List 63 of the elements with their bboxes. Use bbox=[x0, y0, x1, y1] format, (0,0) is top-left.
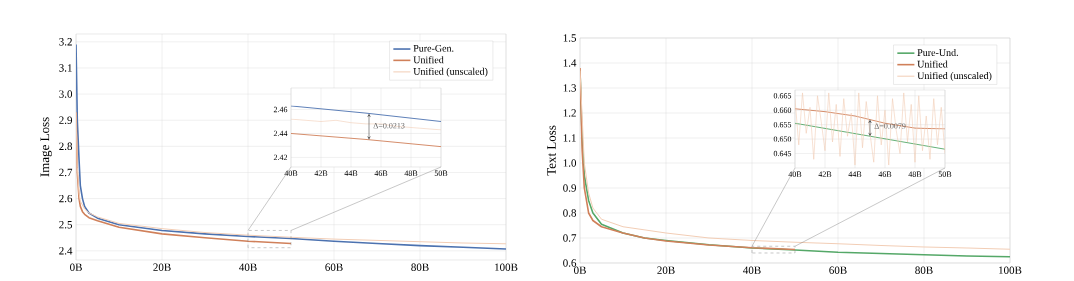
x-tick-label: 80B bbox=[915, 266, 933, 274]
legend-label: Pure-Und. bbox=[917, 48, 958, 57]
legend-label: Unified bbox=[413, 56, 444, 64]
x-tick-label: 0B bbox=[574, 266, 586, 274]
x-tick-label: 40B bbox=[284, 170, 298, 176]
y-tick-label: 0.6 bbox=[563, 259, 577, 267]
y-tick-label: 2.44 bbox=[273, 130, 288, 137]
x-tick-label: 40B bbox=[788, 171, 802, 177]
y-tick-label: 3.2 bbox=[59, 38, 72, 46]
y-tick-label: 0.645 bbox=[773, 150, 792, 157]
y-axis-title: Image Loss bbox=[40, 117, 52, 177]
x-tick-label: 100B bbox=[999, 266, 1022, 274]
x-tick-label: 40B bbox=[743, 266, 761, 274]
y-tick-label: 2.46 bbox=[273, 106, 288, 113]
x-tick-label: 40B bbox=[239, 263, 257, 271]
y-tick-label: 0.655 bbox=[773, 121, 792, 128]
y-tick-label: 0.665 bbox=[773, 93, 792, 99]
y-tick-label: 1.1 bbox=[563, 134, 576, 142]
x-tick-label: 48B bbox=[404, 170, 418, 176]
y-tick-label: 0.650 bbox=[773, 136, 792, 142]
x-tick-label: 60B bbox=[325, 263, 343, 271]
y-tick-label: 2.8 bbox=[59, 142, 73, 151]
legend-label: Pure-Gen. bbox=[413, 44, 454, 52]
y-tick-label: 0.9 bbox=[563, 184, 577, 192]
y-tick-label: 2.42 bbox=[273, 154, 288, 161]
x-tick-label: 42B bbox=[818, 171, 832, 177]
x-tick-label: 42B bbox=[314, 170, 328, 176]
legend-label: Unified (unscaled) bbox=[413, 67, 488, 77]
y-tick-label: 0.7 bbox=[563, 234, 577, 242]
y-tick-label: 1.5 bbox=[563, 34, 577, 42]
x-tick-label: 20B bbox=[657, 266, 675, 274]
annotation: Δ=0.0079 bbox=[874, 123, 906, 129]
x-tick-label: 50B bbox=[434, 170, 448, 176]
y-tick-label: 1.0 bbox=[563, 159, 577, 167]
y-tick-label: 0.8 bbox=[563, 209, 577, 217]
x-tick-label: 48B bbox=[908, 171, 922, 177]
line-series bbox=[794, 108, 945, 130]
y-tick-label: 0.660 bbox=[773, 107, 792, 113]
x-tick-label: 50B bbox=[938, 171, 952, 177]
x-tick-label: 44B bbox=[344, 170, 358, 176]
x-tick-label: 46B bbox=[374, 170, 388, 176]
x-tick-label: 46B bbox=[878, 171, 892, 177]
x-tick-label: 80B bbox=[411, 263, 429, 271]
legend-label: Unified bbox=[917, 60, 948, 68]
x-tick-label: 0B bbox=[70, 263, 82, 271]
line-series bbox=[794, 92, 945, 166]
y-tick-label: 2.4 bbox=[59, 247, 73, 255]
legend-label: Unified (unscaled) bbox=[917, 71, 992, 82]
x-tick-label: 44B bbox=[848, 171, 862, 177]
y-tick-label: 3.0 bbox=[59, 90, 73, 98]
x-tick-label: 60B bbox=[829, 266, 847, 274]
y-tick-label: 2.5 bbox=[59, 221, 73, 229]
annotation: Δ=0.0213 bbox=[373, 122, 405, 129]
y-tick-label: 2.9 bbox=[59, 116, 73, 124]
y-tick-label: 1.2 bbox=[563, 109, 576, 117]
y-tick-label: 1.4 bbox=[563, 59, 577, 67]
y-tick-label: 3.1 bbox=[59, 64, 72, 72]
y-axis-title: Text Loss bbox=[547, 125, 556, 176]
x-tick-label: 100B bbox=[495, 263, 518, 271]
x-tick-label: 20B bbox=[153, 263, 171, 271]
y-tick-label: 1.3 bbox=[563, 84, 577, 92]
y-tick-label: 2.7 bbox=[59, 168, 73, 177]
y-tick-label: 2.6 bbox=[59, 194, 73, 203]
